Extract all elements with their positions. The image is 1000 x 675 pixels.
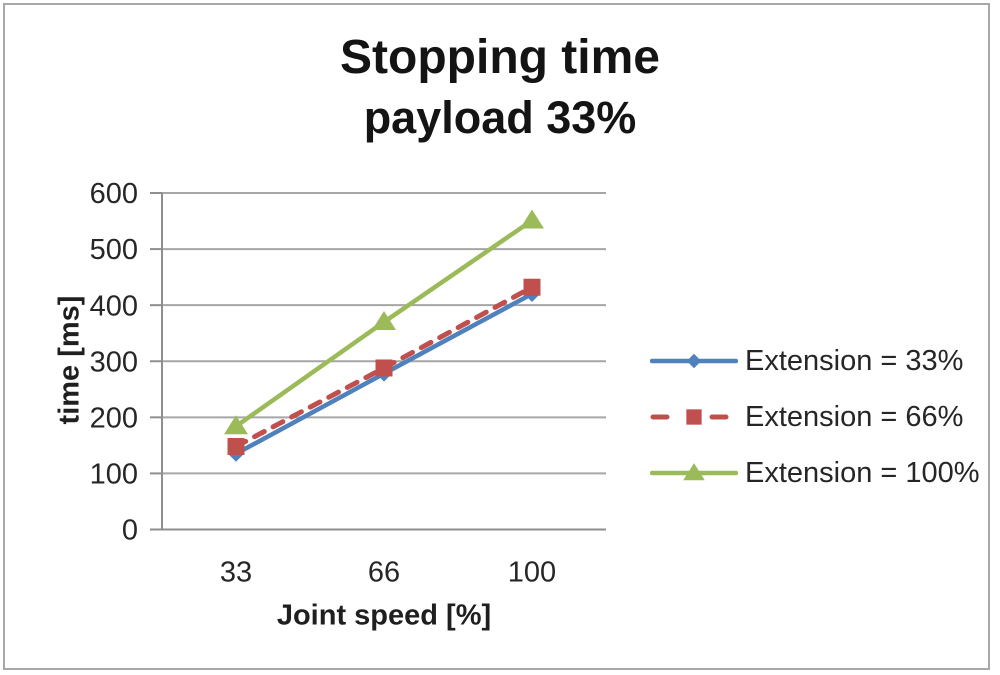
series-2-marker bbox=[520, 209, 544, 229]
diamond-marker-icon bbox=[686, 353, 702, 369]
legend-label: Extension = 33% bbox=[745, 344, 964, 377]
series-1-marker bbox=[375, 359, 393, 377]
x-axis-title: Joint speed [%] bbox=[276, 599, 492, 632]
legend-swatch-extension-33-icon bbox=[650, 353, 738, 369]
y-axis-title: time [ms] bbox=[53, 295, 86, 425]
legend-item: Extension = 66% bbox=[650, 389, 980, 445]
y-tick-label: 400 bbox=[90, 290, 138, 322]
square-marker-icon bbox=[686, 409, 702, 425]
legend-item: Extension = 33% bbox=[650, 333, 980, 389]
series-1-marker bbox=[523, 278, 541, 296]
triangle-marker-icon bbox=[683, 463, 705, 481]
chart-title: Stopping time bbox=[340, 31, 660, 84]
legend-swatch-extension-100-icon bbox=[650, 463, 738, 481]
legend-swatch-extension-66-icon bbox=[650, 409, 738, 425]
legend-label: Extension = 100% bbox=[745, 456, 980, 489]
x-tick-label: 33 bbox=[220, 557, 252, 589]
y-tick-label: 300 bbox=[90, 346, 138, 378]
x-tick-label: 100 bbox=[508, 557, 556, 589]
x-tick-label: 66 bbox=[368, 557, 400, 589]
legend-item: Extension = 100% bbox=[650, 445, 980, 501]
legend: Extension = 33% Extension = 66% Extensio… bbox=[650, 333, 980, 501]
series-2-marker bbox=[224, 415, 248, 435]
y-tick-label: 200 bbox=[90, 402, 138, 434]
y-tick-label: 100 bbox=[90, 459, 138, 491]
y-tick-label: 500 bbox=[90, 234, 138, 266]
legend-label: Extension = 66% bbox=[745, 400, 964, 433]
series-1-marker bbox=[227, 437, 245, 455]
chart-subtitle: payload 33% bbox=[363, 92, 637, 143]
y-tick-label: 0 bbox=[122, 515, 138, 547]
series-2-marker bbox=[372, 310, 396, 330]
y-tick-label: 600 bbox=[90, 178, 138, 210]
